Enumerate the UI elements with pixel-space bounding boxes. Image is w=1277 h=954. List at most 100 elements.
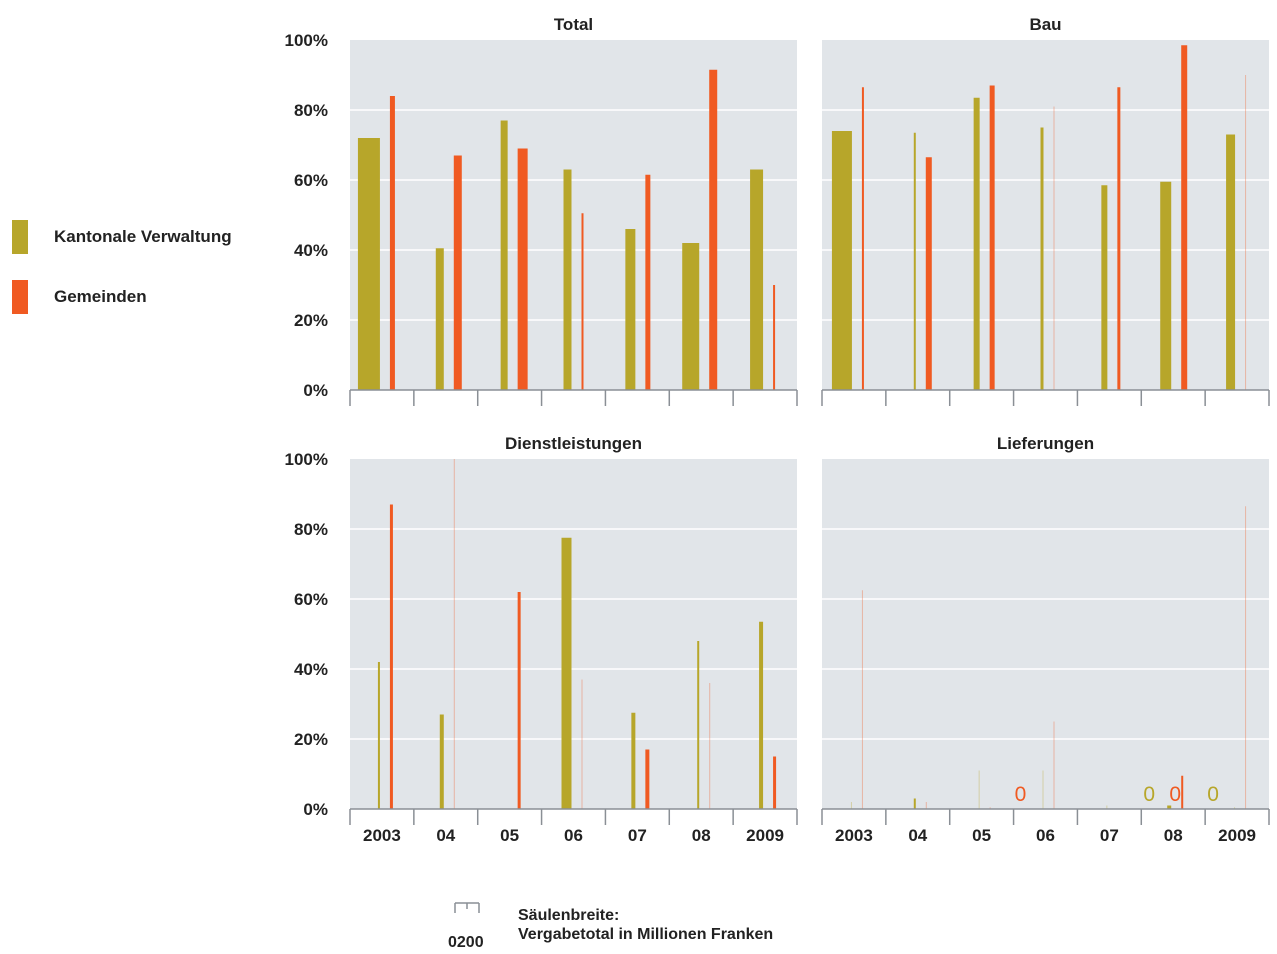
dienstleistungen-bar-gemeinden-07 [645, 749, 650, 809]
dienstleistungen-bar-kantonal-06 [561, 537, 572, 809]
total-bar-kantonal-05 [500, 120, 508, 390]
lieferungen-xtick-label: 06 [1036, 826, 1055, 845]
total-ytick-label: 100% [285, 31, 328, 50]
total-bar-kantonal-2009 [750, 169, 764, 390]
total-bar-gemeinden-2009 [773, 285, 776, 390]
lieferungen-bar-gemeinden-2003 [861, 590, 863, 809]
bau-bar-kantonal-06 [1040, 127, 1044, 390]
total-title: Total [554, 15, 593, 34]
note-text: Säulenbreite: Vergabetotal in Millionen … [518, 906, 773, 944]
lieferungen-zero-label: 0 [1015, 783, 1027, 806]
dienstleistungen-ytick-label: 20% [294, 730, 328, 749]
bau-bar-kantonal-2009 [1226, 134, 1236, 390]
bau-bar-kantonal-07 [1101, 185, 1108, 390]
legend-label-kantonal: Kantonale Verwaltung [54, 227, 232, 246]
legend-item-kantonal: Kantonale Verwaltung [12, 220, 232, 254]
total-ytick-label: 40% [294, 241, 328, 260]
bau-bar-kantonal-05 [973, 97, 980, 390]
lieferungen-bar-gemeinden-2009 [1245, 506, 1247, 809]
lieferungen-zero-label: 0 [1143, 783, 1155, 806]
dienstleistungen-bar-gemeinden-2009 [773, 756, 777, 809]
total-ytick-label: 60% [294, 171, 328, 190]
total-bar-kantonal-06 [563, 169, 572, 390]
bau-plot-area [822, 40, 1269, 390]
lieferungen-xtick-label: 08 [1164, 826, 1183, 845]
bau-bar-gemeinden-06 [1053, 106, 1055, 390]
bau-bar-gemeinden-05 [989, 85, 995, 390]
legend-item-gemeinden: Gemeinden [12, 280, 232, 314]
bau-bar-gemeinden-07 [1117, 87, 1121, 390]
lieferungen-title: Lieferungen [997, 434, 1094, 453]
dienstleistungen-bar-gemeinden-04 [453, 459, 455, 809]
total-ytick-label: 80% [294, 101, 328, 120]
lieferungen-bar-kantonal-06 [1042, 770, 1044, 809]
note-line-2: Vergabetotal in Millionen Franken [518, 926, 774, 943]
total-bar-kantonal-04 [435, 248, 444, 390]
lieferungen-bar-gemeinden-08 [1181, 775, 1184, 809]
bau-bar-gemeinden-2003 [861, 87, 864, 390]
lieferungen-bar-gemeinden-05 [989, 807, 991, 809]
lieferungen-xtick-label: 2003 [835, 826, 873, 845]
total-bar-gemeinden-05 [517, 148, 528, 390]
bau-bar-kantonal-2003 [831, 131, 852, 390]
bau-bar-gemeinden-2009 [1245, 75, 1247, 390]
scale-numbers: 0200 [448, 934, 484, 951]
total-bar-gemeinden-06 [581, 213, 584, 390]
lieferungen-bar-kantonal-2003 [850, 802, 852, 809]
bau-title: Bau [1029, 15, 1061, 34]
total-bar-kantonal-08 [682, 243, 700, 390]
total-ytick-label: 0% [303, 381, 328, 400]
dienstleistungen-ytick-label: 0% [303, 800, 328, 819]
lieferungen-bar-kantonal-04 [913, 798, 916, 809]
legend-swatch-gemeinden [12, 280, 28, 314]
total-bar-kantonal-07 [625, 229, 636, 390]
lieferungen-xtick-label: 04 [908, 826, 927, 845]
lieferungen-xtick-label: 05 [972, 826, 991, 845]
total-bar-kantonal-2003 [357, 138, 380, 390]
dienstleistungen-plot-area [350, 459, 797, 809]
note-line-1: Säulenbreite: [518, 907, 620, 924]
lieferungen-bar-kantonal-07 [1106, 805, 1108, 809]
dienstleistungen-xtick-label: 06 [564, 826, 583, 845]
dienstleistungen-xtick-label: 2003 [363, 826, 401, 845]
lieferungen-xtick-label: 2009 [1218, 826, 1256, 845]
dienstleistungen-ytick-label: 40% [294, 660, 328, 679]
lieferungen-bar-kantonal-05 [978, 770, 980, 809]
lieferungen-zero-label: 0 [1207, 783, 1219, 806]
lieferungen-zero-label: 0 [1169, 783, 1181, 806]
dienstleistungen-bar-gemeinden-2003 [389, 504, 393, 809]
dienstleistungen-bar-kantonal-04 [439, 714, 444, 809]
dienstleistungen-title: Dienstleistungen [505, 434, 642, 453]
dienstleistungen-bar-gemeinden-05 [517, 592, 521, 809]
legend: Kantonale Verwaltung Gemeinden [12, 220, 232, 340]
dienstleistungen-xtick-label: 2009 [746, 826, 784, 845]
legend-label-gemeinden: Gemeinden [54, 287, 147, 306]
lieferungen-xtick-label: 07 [1100, 826, 1119, 845]
total-bar-gemeinden-2003 [389, 96, 395, 390]
dienstleistungen-xtick-label: 05 [500, 826, 519, 845]
total-bar-gemeinden-08 [709, 69, 718, 390]
legend-swatch-kantonal [12, 220, 28, 254]
dienstleistungen-ytick-label: 100% [285, 450, 328, 469]
lieferungen-bar-kantonal-2009 [1234, 807, 1236, 809]
dienstleistungen-xtick-label: 08 [692, 826, 711, 845]
dienstleistungen-xtick-label: 04 [436, 826, 455, 845]
total-ytick-label: 20% [294, 311, 328, 330]
dienstleistungen-bar-kantonal-2003 [377, 662, 380, 809]
bau-bar-kantonal-04 [913, 132, 916, 390]
bau-bar-kantonal-08 [1160, 181, 1172, 390]
scale-bracket-icon [454, 902, 480, 913]
dienstleistungen-ytick-label: 80% [294, 520, 328, 539]
total-bar-gemeinden-07 [645, 174, 651, 390]
bau-bar-gemeinden-04 [925, 157, 932, 390]
dienstleistungen-bar-gemeinden-06 [581, 679, 583, 809]
dienstleistungen-bar-gemeinden-08 [709, 683, 711, 809]
total-bar-gemeinden-04 [453, 155, 462, 390]
dienstleistungen-xtick-label: 07 [628, 826, 647, 845]
lieferungen-plot-area [822, 459, 1269, 809]
dienstleistungen-ytick-label: 60% [294, 590, 328, 609]
lieferungen-bar-gemeinden-04 [925, 802, 927, 809]
total-plot-area [350, 40, 797, 390]
dienstleistungen-bar-kantonal-2009 [759, 621, 764, 809]
